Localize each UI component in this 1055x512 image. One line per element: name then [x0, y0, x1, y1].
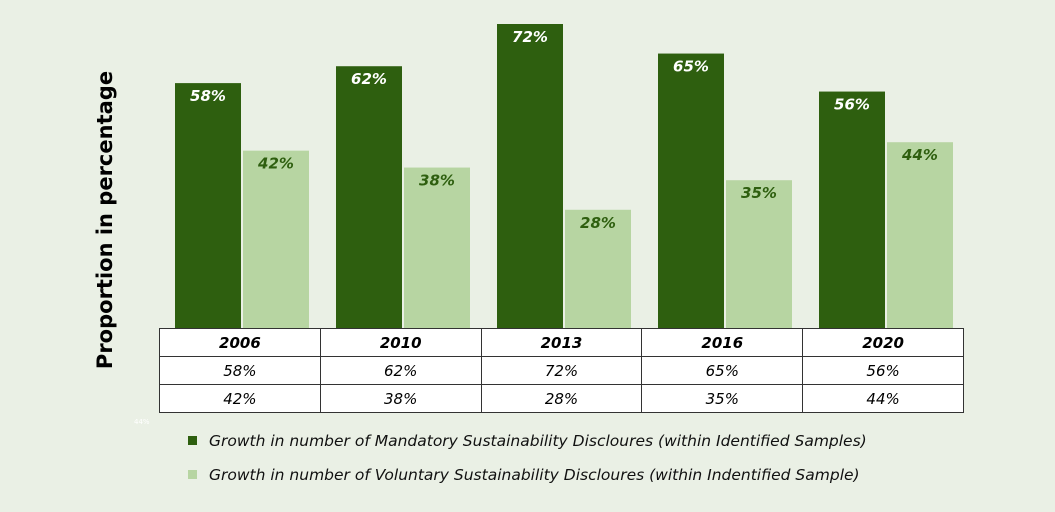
- data-label-mandatory-2016: 65%: [673, 58, 709, 76]
- bar-mandatory-2010: [336, 66, 402, 328]
- table-cell: 56%: [802, 356, 964, 385]
- bar-mandatory-2020: [819, 91, 885, 328]
- table-row-voluntary: 42% 38% 28% 35% 44%: [159, 384, 964, 413]
- table-cell: 28%: [480, 384, 643, 413]
- bar-mandatory-2006: [175, 83, 241, 328]
- data-label-voluntary-2016: 35%: [741, 184, 777, 202]
- legend-label-voluntary: Growth in number of Voluntary Sustainabi…: [209, 466, 860, 484]
- table-cell: 62%: [319, 356, 482, 385]
- data-label-voluntary-2013: 28%: [580, 214, 616, 232]
- data-label-mandatory-2006: 58%: [190, 87, 226, 105]
- data-label-voluntary-2010: 38%: [419, 172, 455, 190]
- table-cell: 72%: [480, 356, 643, 385]
- bar-chart: 58% 42% 62% 38% 72% 28% 65% 35% 56% 44%: [175, 24, 953, 329]
- stray-label: 44%: [134, 418, 150, 426]
- table-header-row: 2006 2010 2013 2016 2020: [159, 328, 964, 357]
- table-cell: 2020: [802, 328, 964, 357]
- legend-item-voluntary: Growth in number of Voluntary Sustainabi…: [188, 466, 860, 484]
- table-cell: 38%: [319, 384, 482, 413]
- bar-voluntary-2010: [404, 167, 470, 328]
- data-label-mandatory-2010: 62%: [351, 70, 387, 88]
- data-label-voluntary-2006: 42%: [257, 155, 294, 173]
- table-cell: 44%: [802, 384, 964, 413]
- table-cell: 58%: [159, 356, 321, 385]
- data-label-voluntary-2020: 44%: [901, 146, 938, 164]
- data-table: 2006 2010 2013 2016 2020 58% 62% 72% 65%…: [159, 328, 964, 413]
- legend-swatch-mandatory: [188, 436, 197, 445]
- bar-voluntary-2006: [243, 150, 309, 328]
- bar-voluntary-2016: [726, 180, 792, 328]
- legend-item-mandatory: Growth in number of Mandatory Sustainabi…: [188, 432, 867, 450]
- table-cell: 2006: [159, 328, 321, 357]
- bar-mandatory-2013: [497, 24, 563, 328]
- data-label-mandatory-2020: 56%: [834, 96, 870, 114]
- table-cell: 35%: [641, 384, 804, 413]
- table-cell: 2016: [641, 328, 804, 357]
- table-cell: 2010: [319, 328, 482, 357]
- data-label-mandatory-2013: 72%: [512, 28, 548, 46]
- legend-swatch-voluntary: [188, 470, 197, 479]
- bar-voluntary-2020: [887, 142, 953, 328]
- table-cell: 2013: [480, 328, 643, 357]
- bar-voluntary-2013: [565, 209, 631, 328]
- table-cell: 65%: [641, 356, 804, 385]
- table-cell: 42%: [159, 384, 321, 413]
- bar-mandatory-2016: [658, 53, 724, 329]
- legend-label-mandatory: Growth in number of Mandatory Sustainabi…: [209, 432, 867, 450]
- table-row-mandatory: 58% 62% 72% 65% 56%: [159, 356, 964, 385]
